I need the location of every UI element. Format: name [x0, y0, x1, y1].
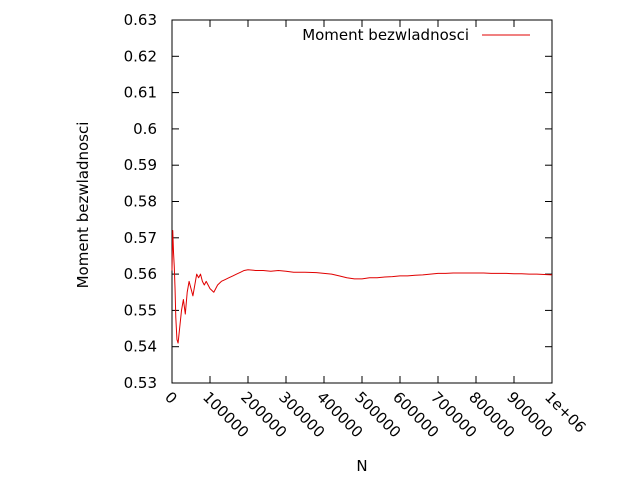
series-layer — [171, 230, 553, 344]
x-axis-label: N — [356, 457, 367, 475]
y-tick-label: 0.53 — [124, 374, 157, 392]
plot-frame — [171, 19, 553, 384]
legend: Moment bezwladnosci — [302, 26, 530, 44]
y-tick-label: 0.57 — [124, 229, 157, 247]
y-tick-label: 0.55 — [124, 301, 157, 319]
y-tick-label: 0.62 — [124, 47, 157, 65]
y-tick-label: 0.63 — [124, 11, 157, 29]
y-tick-label: 0.56 — [124, 265, 157, 283]
series-line-0 — [171, 230, 553, 344]
y-tick-label: 0.61 — [124, 84, 157, 102]
y-tick-label: 0.6 — [133, 120, 157, 138]
y-tick-label: 0.54 — [124, 338, 157, 356]
x-tick-label: 0 — [161, 388, 180, 407]
y-axis-label: Moment bezwladnosci — [74, 122, 92, 289]
x-axis-ticks: 0 100000200000300000400000500000600000700… — [161, 20, 590, 441]
y-axis-ticks: 0.53 0.54 0.55 0.56 0.57 0.58 0.59 0.6 0.61 0.62 0… — [124, 11, 552, 392]
legend-label: Moment bezwladnosci — [302, 26, 469, 44]
y-tick-label: 0.58 — [124, 193, 157, 211]
y-tick-label: 0.59 — [124, 156, 157, 174]
